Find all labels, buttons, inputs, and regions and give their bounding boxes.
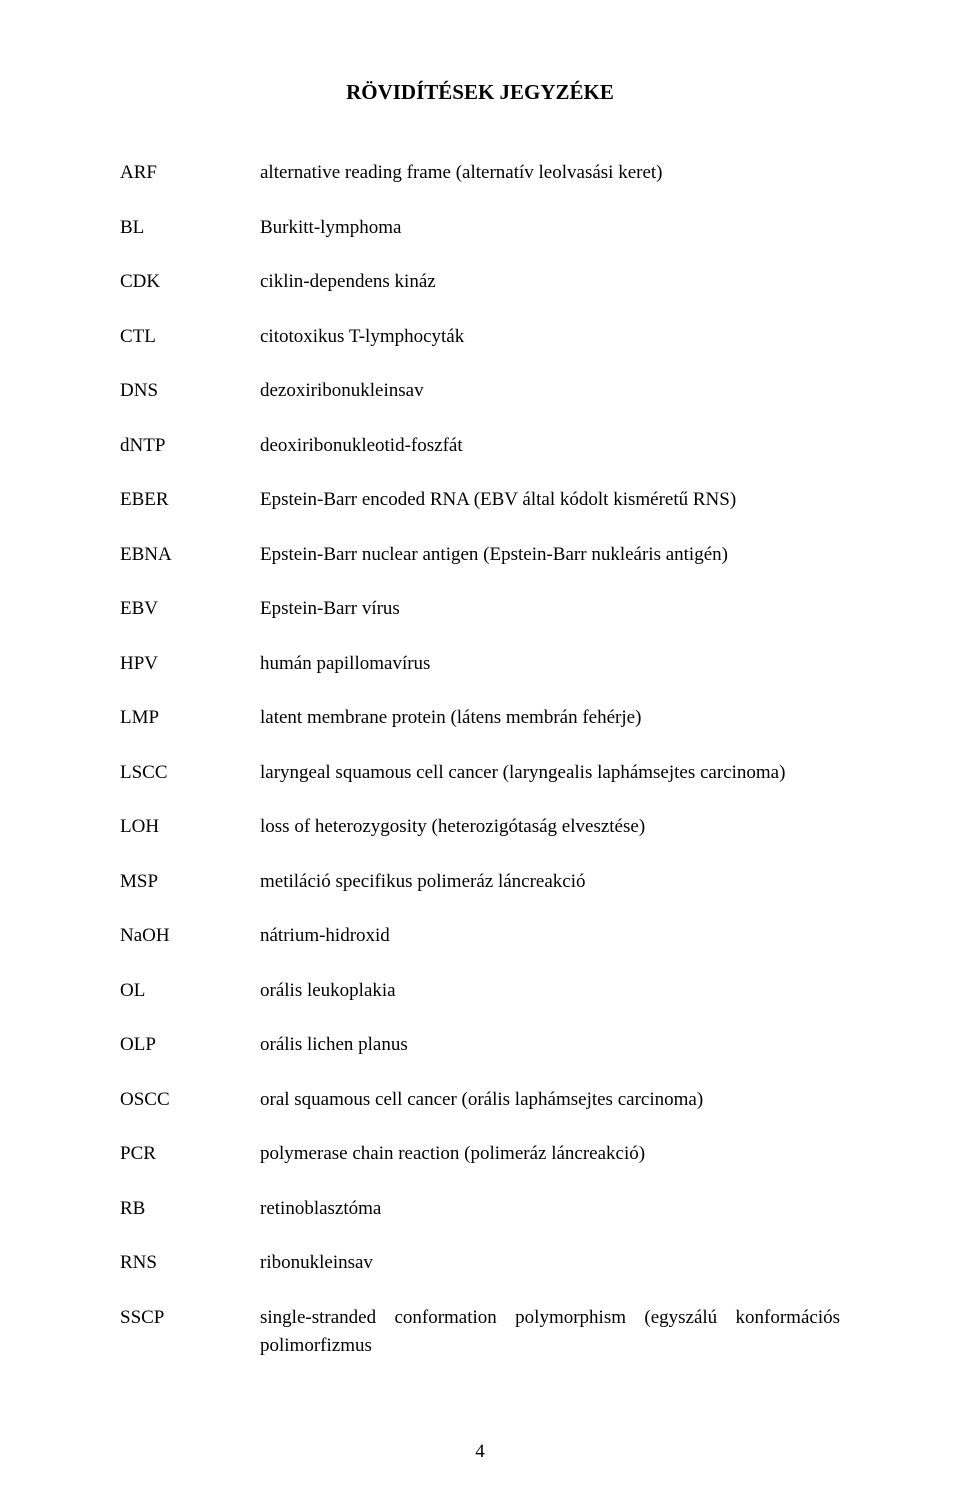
abbreviation: SSCP <box>120 1304 250 1361</box>
abbreviation: OL <box>120 977 250 1006</box>
definition: retinoblasztóma <box>260 1195 840 1224</box>
abbreviation: EBNA <box>120 541 250 570</box>
definition: orális lichen planus <box>260 1031 840 1060</box>
definition: humán papillomavírus <box>260 650 840 679</box>
definition: Epstein-Barr nuclear antigen (Epstein-Ba… <box>260 541 840 570</box>
abbreviation: ARF <box>120 159 250 188</box>
abbreviation: EBER <box>120 486 250 515</box>
definition: ribonukleinsav <box>260 1249 840 1278</box>
definition: nátrium-hidroxid <box>260 922 840 951</box>
definition: dezoxiribonukleinsav <box>260 377 840 406</box>
abbreviation: LMP <box>120 704 250 733</box>
definition: laryngeal squamous cell cancer (laryngea… <box>260 759 840 788</box>
abbreviation: RB <box>120 1195 250 1224</box>
abbreviation: MSP <box>120 868 250 897</box>
abbreviation: OLP <box>120 1031 250 1060</box>
abbreviation: BL <box>120 214 250 243</box>
definition: latent membrane protein (látens membrán … <box>260 704 840 733</box>
definition: loss of heterozygosity (heterozigótaság … <box>260 813 840 842</box>
abbreviation: NaOH <box>120 922 250 951</box>
page-number: 4 <box>0 1441 960 1463</box>
abbreviation: LSCC <box>120 759 250 788</box>
definition: metiláció specifikus polimeráz láncreakc… <box>260 868 840 897</box>
definition: oral squamous cell cancer (orális laphám… <box>260 1086 840 1115</box>
abbreviation: HPV <box>120 650 250 679</box>
definition: citotoxikus T-lymphocyták <box>260 323 840 352</box>
definition: Epstein-Barr encoded RNA (EBV által kódo… <box>260 486 840 515</box>
abbreviation: RNS <box>120 1249 250 1278</box>
abbreviation: PCR <box>120 1140 250 1169</box>
abbreviation: OSCC <box>120 1086 250 1115</box>
page-title: RÖVIDÍTÉSEK JEGYZÉKE <box>120 80 840 105</box>
definition: single-stranded conformation polymorphis… <box>260 1304 840 1361</box>
abbreviation: CDK <box>120 268 250 297</box>
abbreviation: DNS <box>120 377 250 406</box>
definition: polymerase chain reaction (polimeráz lán… <box>260 1140 840 1169</box>
abbreviation: LOH <box>120 813 250 842</box>
abbreviation: CTL <box>120 323 250 352</box>
abbreviations-list: ARF alternative reading frame (alternatív… <box>120 159 840 1361</box>
definition: alternative reading frame (alternatív le… <box>260 159 840 188</box>
definition: ciklin-dependens kináz <box>260 268 840 297</box>
definition: orális leukoplakia <box>260 977 840 1006</box>
page: RÖVIDÍTÉSEK JEGYZÉKE ARF alternative read… <box>0 0 960 1503</box>
definition: Burkitt-lymphoma <box>260 214 840 243</box>
definition: deoxiribonukleotid-foszfát <box>260 432 840 461</box>
definition: Epstein-Barr vírus <box>260 595 840 624</box>
abbreviation: dNTP <box>120 432 250 461</box>
abbreviation: EBV <box>120 595 250 624</box>
